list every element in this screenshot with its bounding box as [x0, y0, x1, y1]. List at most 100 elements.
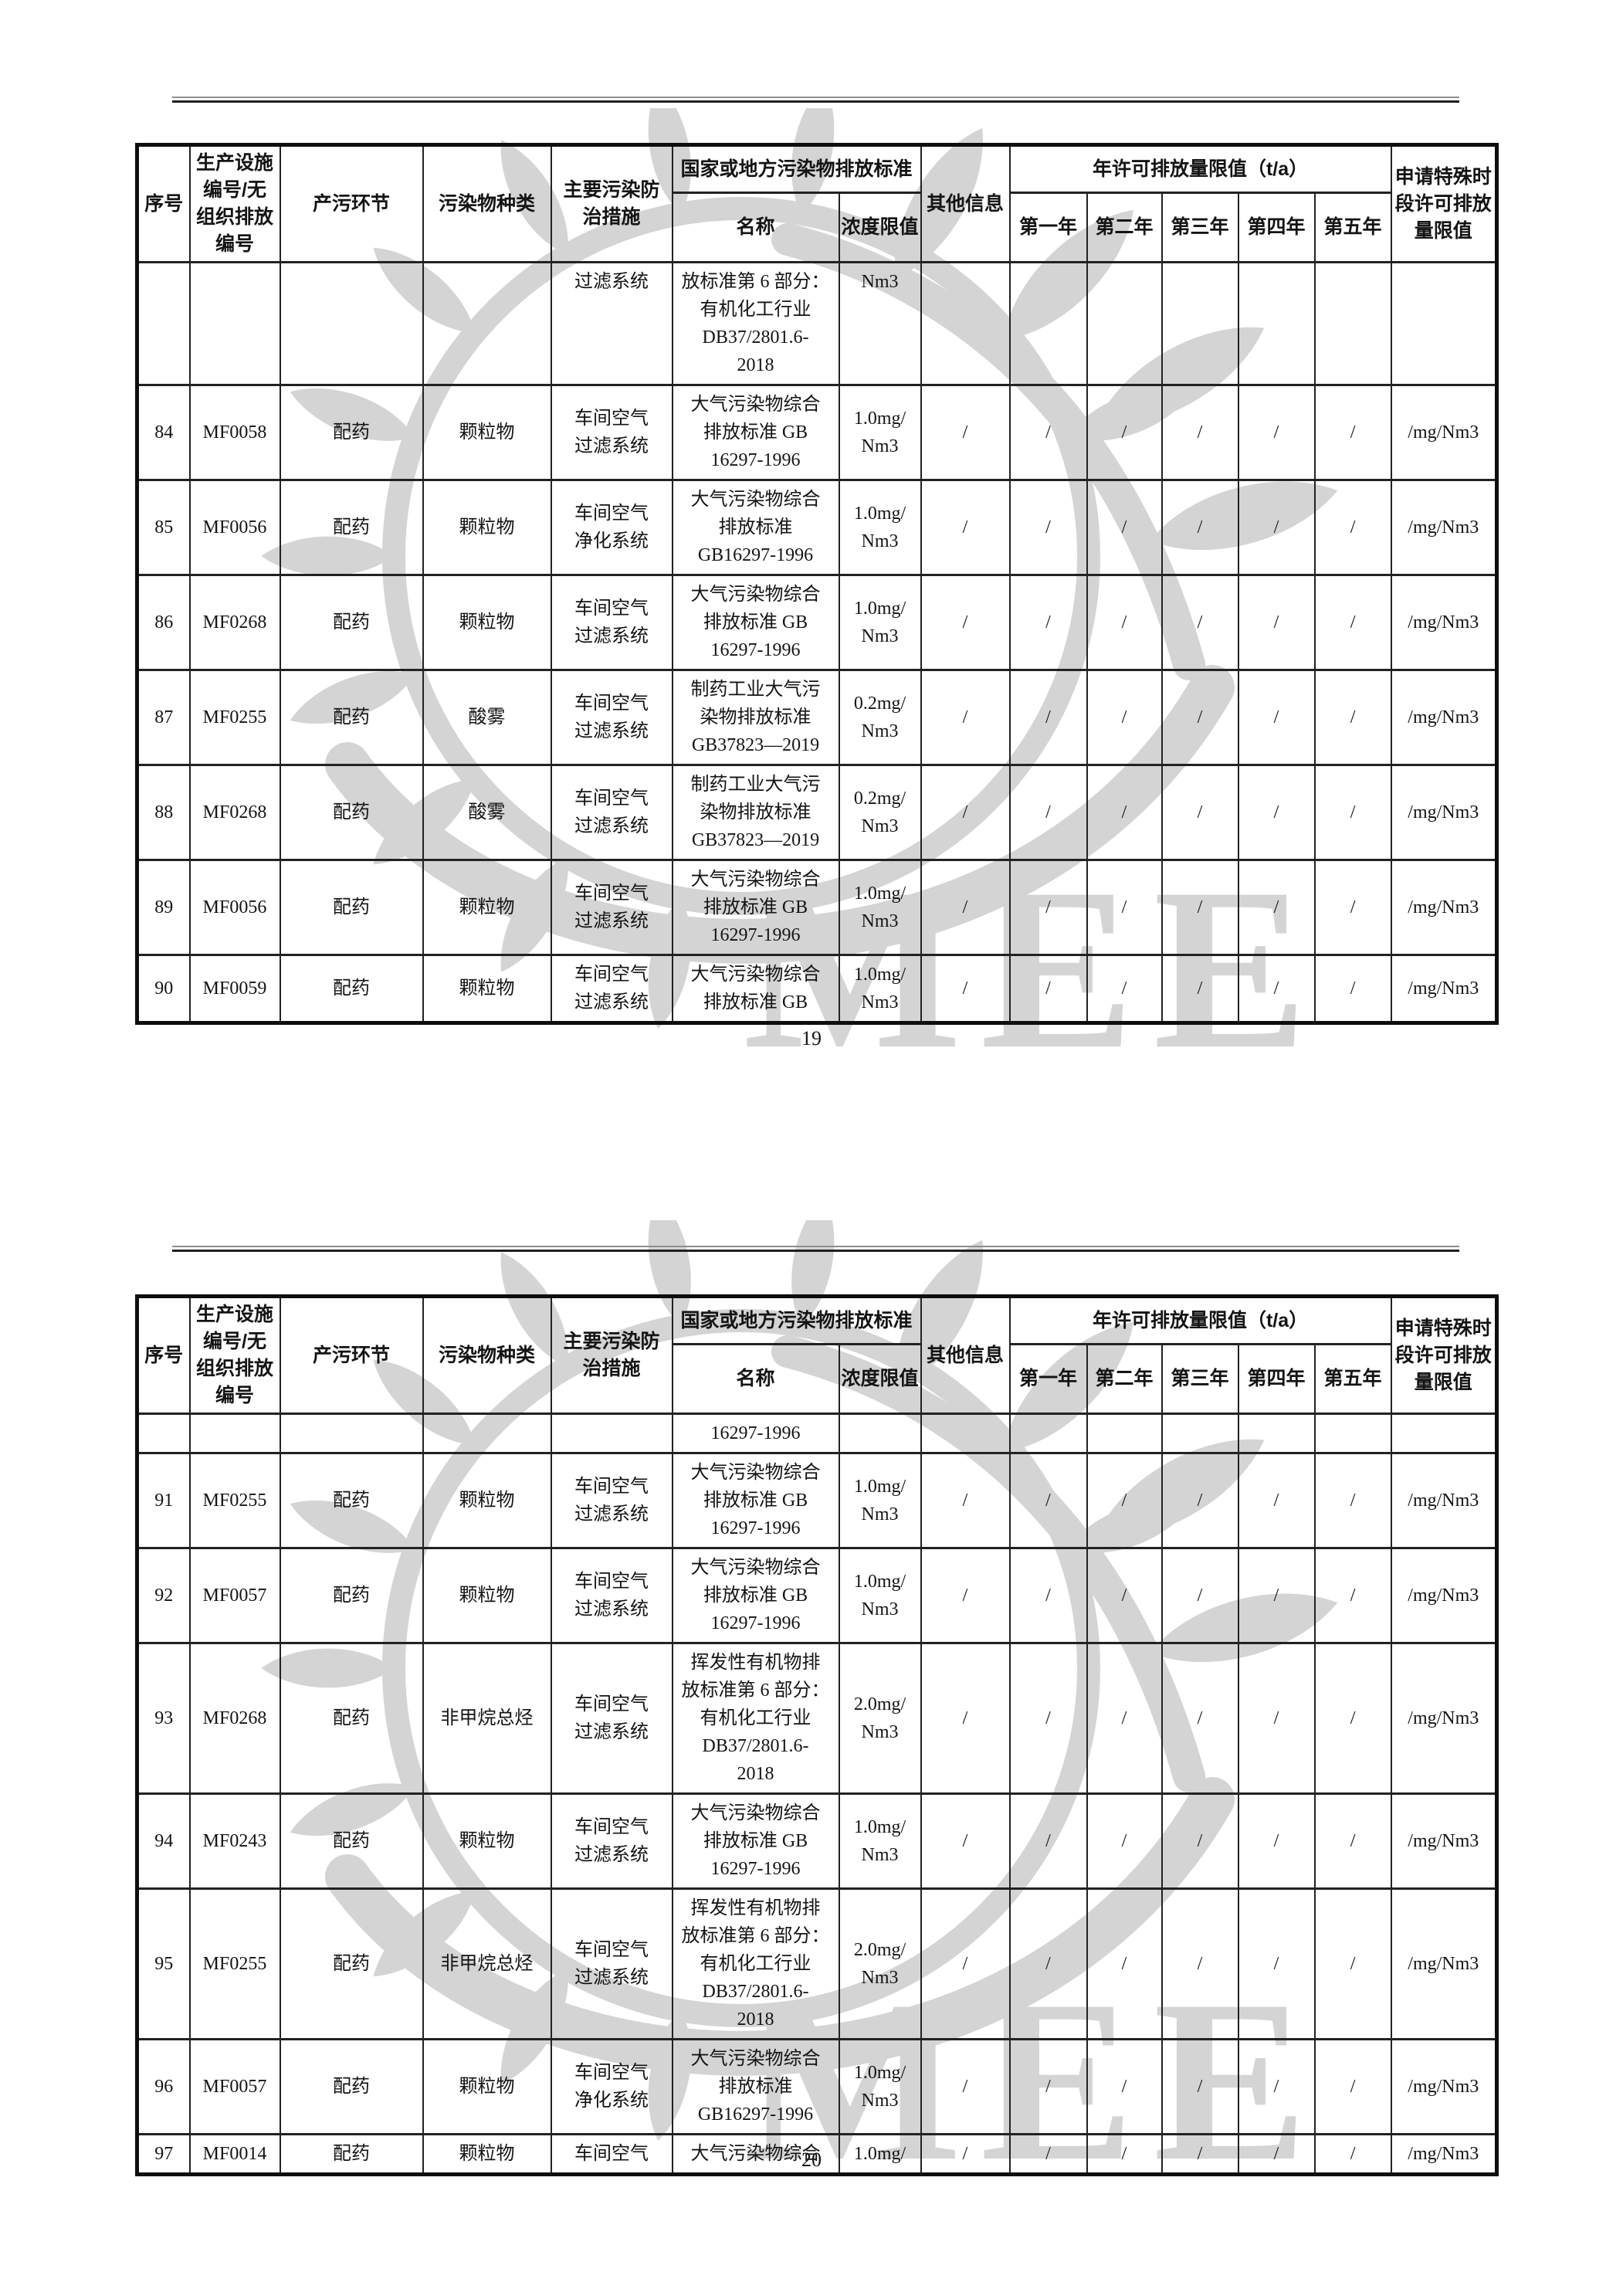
cell-other-info: /	[920, 1887, 1011, 2040]
cell-year1: /	[1008, 1887, 1088, 2040]
cell-other-info	[920, 261, 1011, 386]
cell-year1: /	[1008, 669, 1088, 766]
table-row: 91 MF0255 配药 颗粒物 车间空气 过滤系统 大气污染物综合 排放标准 GB 16…	[136, 1452, 1498, 1549]
header-seq: 序号	[136, 1295, 191, 1415]
header-other-info: 其他信息	[920, 144, 1011, 263]
table-row: 86 MF0268 配药 颗粒物 车间空气 过滤系统 大气污染物综合 排放标准 GB 16…	[136, 574, 1498, 671]
cell-standard-name: 挥发性有机物排 放标准第 6 部分： 有机化工行业 DB37/2801.6- 2…	[671, 1642, 840, 1795]
emission-limits-table-page-19: 序号 生产设施 编号/无 组织排放 编号 产污环节 污染物种类 主要污染防 治措…	[135, 143, 1499, 1025]
cell-year4: /	[1237, 384, 1316, 481]
cell-special-limit: /mg/Nm3	[1390, 1547, 1498, 1644]
cell-process: 配药	[279, 859, 424, 956]
table-header: 序号 生产设施 编号/无 组织排放 编号 产污环节 污染物种类 主要污染防 治措…	[136, 144, 1498, 263]
cell-year3: /	[1160, 1452, 1239, 1549]
header-standard-name: 名称	[671, 192, 840, 263]
cell-year3: /	[1160, 384, 1239, 481]
cell-seq: 92	[136, 1547, 191, 1644]
cell-measure: 车间空气 过滤系统	[550, 764, 673, 861]
table-header: 序号 生产设施 编号/无 组织排放 编号 产污环节 污染物种类 主要污染防 治措…	[136, 1295, 1498, 1415]
header-process: 产污环节	[279, 1295, 424, 1415]
cell-year3: /	[1160, 2038, 1239, 2135]
cell-process: 配药	[279, 669, 424, 766]
cell-year5: /	[1313, 1547, 1392, 1644]
header-concentration-limit: 浓度限值	[838, 1343, 922, 1415]
cell-year5: /	[1313, 1452, 1392, 1549]
header-other-info: 其他信息	[920, 1295, 1011, 1415]
cell-year4: /	[1237, 1887, 1316, 2040]
cell-standard-name: 大气污染物综合 排放标准 GB	[671, 954, 840, 1024]
table-row: 90 MF0059 配药 颗粒物 车间空气 过滤系统 大气污染物综合 排放标准 GB 1.0…	[136, 954, 1498, 1024]
cell-year3: /	[1160, 1547, 1239, 1644]
header-year5: 第五年	[1313, 1343, 1392, 1415]
cell-process	[279, 261, 424, 386]
cell-concentration-limit: 1.0mg/ Nm3	[838, 574, 922, 671]
cell-seq: 96	[136, 2038, 191, 2135]
cell-special-limit: /mg/Nm3	[1390, 1642, 1498, 1795]
header-standard-group: 国家或地方污染物排放标准	[671, 144, 922, 194]
cell-process: 配药	[279, 764, 424, 861]
header-annual-limit-group: 年许可排放量限值（t/a）	[1008, 1295, 1392, 1345]
cell-facility-id: MF0268	[188, 574, 281, 671]
cell-pollutant: 非甲烷总烃	[422, 1642, 552, 1795]
cell-process: 配药	[279, 1547, 424, 1644]
cell-other-info: /	[920, 764, 1011, 861]
cell-concentration-limit: 2.0mg/ Nm3	[838, 1887, 922, 2040]
cell-year5: /	[1313, 479, 1392, 576]
cell-year2: /	[1086, 479, 1163, 576]
cell-measure: 车间空气 净化系统	[550, 479, 673, 576]
cell-standard-name: 大气污染物综合 排放标准 GB 16297-1996	[671, 574, 840, 671]
cell-year4: /	[1237, 574, 1316, 671]
cell-special-limit: /mg/Nm3	[1390, 2133, 1498, 2176]
cell-year4: /	[1237, 479, 1316, 576]
cell-standard-name: 制药工业大气污 染物排放标准 GB37823—2019	[671, 764, 840, 861]
header-special-limit: 申请特殊时 段许可排放 量限值	[1390, 1295, 1498, 1415]
cell-year3: /	[1160, 764, 1239, 861]
cell-seq	[136, 1413, 191, 1454]
cell-other-info: /	[920, 669, 1011, 766]
cell-other-info: /	[920, 479, 1011, 576]
header-facility-id: 生产设施 编号/无 组织排放 编号	[188, 1295, 281, 1415]
header-special-limit: 申请特殊时 段许可排放 量限值	[1390, 144, 1498, 263]
cell-special-limit: /mg/Nm3	[1390, 2038, 1498, 2135]
cell-year4: /	[1237, 859, 1316, 956]
cell-year3: /	[1160, 574, 1239, 671]
cell-year2: /	[1086, 764, 1163, 861]
cell-seq: 86	[136, 574, 191, 671]
cell-special-limit: /mg/Nm3	[1390, 669, 1498, 766]
cell-facility-id	[188, 261, 281, 386]
header-year2: 第二年	[1086, 1343, 1163, 1415]
cell-process: 配药	[279, 954, 424, 1024]
document-page-19: 序号 生产设施 编号/无 组织排放 编号 产污环节 污染物种类 主要污染防 治措…	[0, 0, 1623, 1143]
cell-year1	[1008, 1413, 1088, 1454]
cell-seq: 88	[136, 764, 191, 861]
cell-standard-name: 16297-1996	[671, 1413, 840, 1454]
cell-other-info: /	[920, 2038, 1011, 2135]
header-year3: 第三年	[1160, 192, 1239, 263]
cell-process: 配药	[279, 1887, 424, 2040]
cell-process: 配药	[279, 1452, 424, 1549]
header-year5: 第五年	[1313, 192, 1392, 263]
cell-measure: 车间空气 过滤系统	[550, 1642, 673, 1795]
cell-year3	[1160, 261, 1239, 386]
cell-year3: /	[1160, 1792, 1239, 1890]
table-row: 96 MF0057 配药 颗粒物 车间空气 净化系统 大气污染物综合 排放标准 GB162…	[136, 2038, 1498, 2135]
cell-seq: 89	[136, 859, 191, 956]
cell-year2: /	[1086, 574, 1163, 671]
cell-other-info: /	[920, 859, 1011, 956]
cell-measure: 车间空气 过滤系统	[550, 1792, 673, 1890]
cell-facility-id: MF0057	[188, 1547, 281, 1644]
cell-year5	[1313, 1413, 1392, 1454]
emission-limits-table-page-20: 序号 生产设施 编号/无 组织排放 编号 产污环节 污染物种类 主要污染防 治措…	[135, 1294, 1499, 2176]
cell-pollutant: 非甲烷总烃	[422, 1887, 552, 2040]
cell-year2: /	[1086, 1887, 1163, 2040]
cell-year5: /	[1313, 1887, 1392, 2040]
cell-year2: /	[1086, 2038, 1163, 2135]
cell-concentration-limit: 0.2mg/ Nm3	[838, 669, 922, 766]
header-measure: 主要污染防 治措施	[550, 1295, 673, 1415]
cell-concentration-limit: 0.2mg/ Nm3	[838, 764, 922, 861]
cell-facility-id: MF0057	[188, 2038, 281, 2135]
cell-standard-name: 大气污染物综合 排放标准 GB 16297-1996	[671, 1547, 840, 1644]
cell-year2: /	[1086, 954, 1163, 1024]
cell-pollutant: 颗粒物	[422, 859, 552, 956]
cell-seq: 93	[136, 1642, 191, 1795]
